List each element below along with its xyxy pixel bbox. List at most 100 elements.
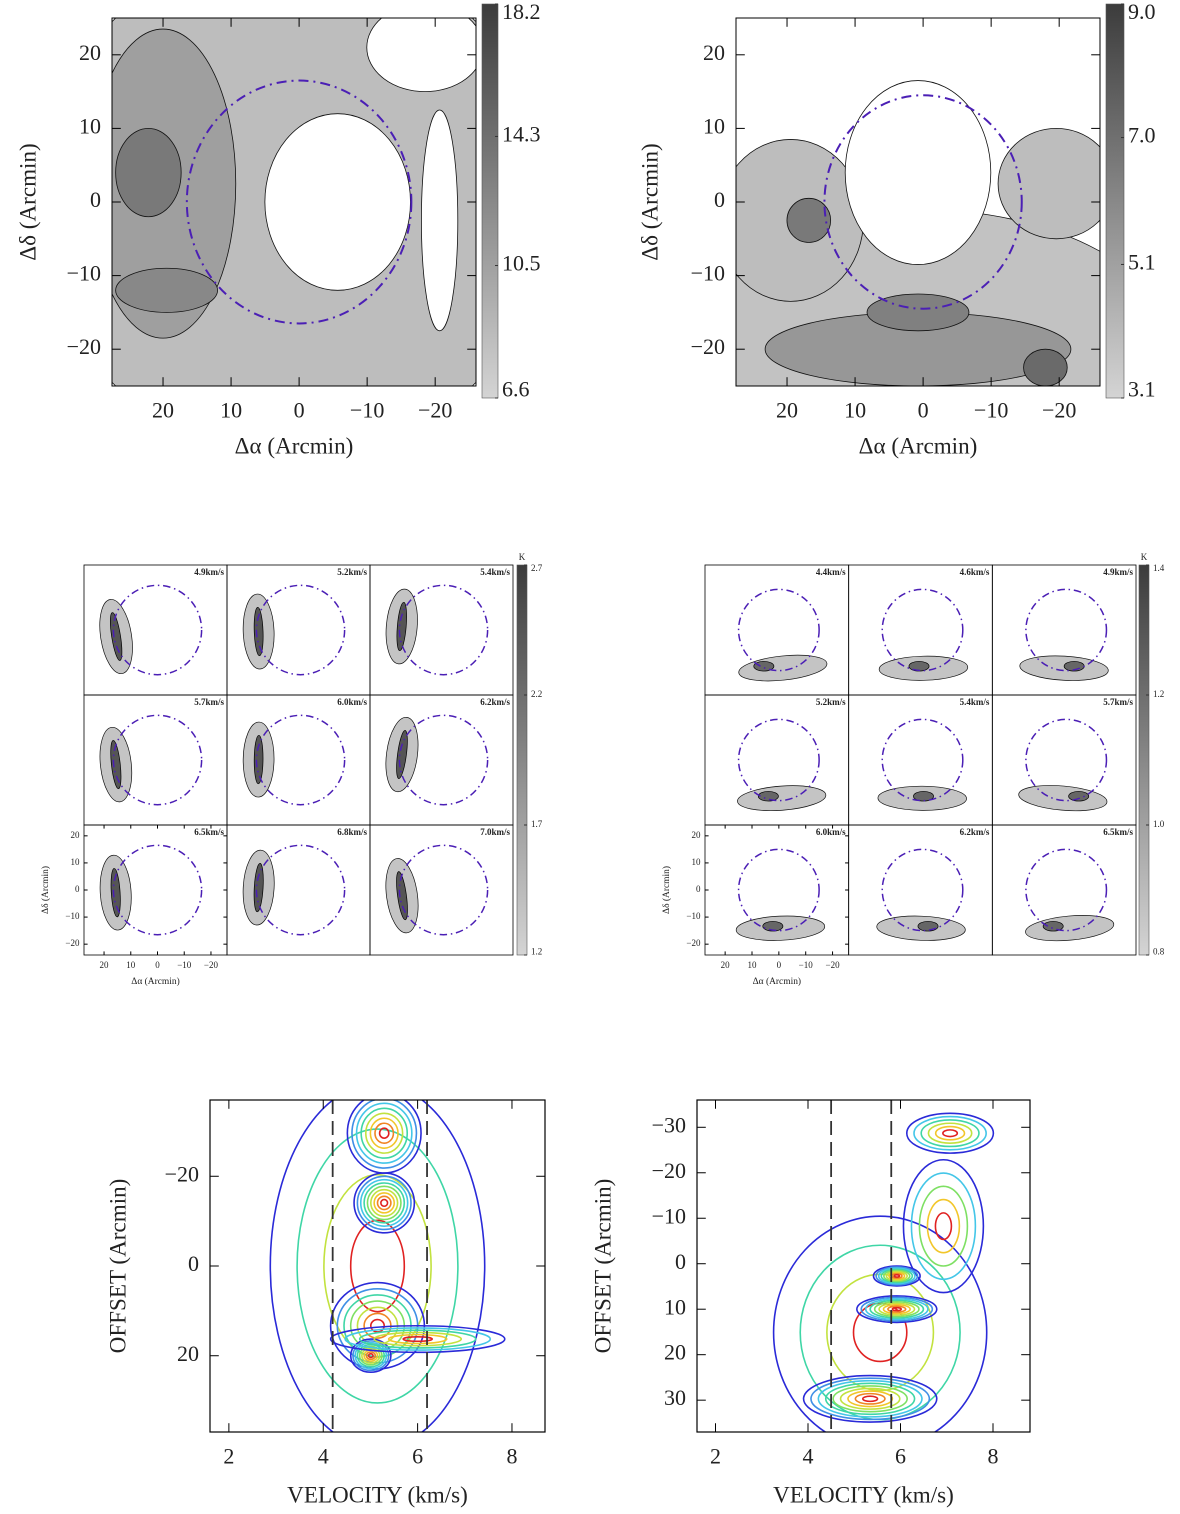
y-tick-label: −10 — [67, 261, 101, 286]
emission — [913, 791, 934, 802]
x-tick-label: −20 — [204, 960, 219, 970]
contour — [364, 1112, 404, 1154]
contour — [351, 1100, 418, 1169]
contour — [772, 1215, 988, 1432]
circle — [185, 79, 413, 325]
contour-region — [997, 128, 1100, 240]
colorbar-tick-label: 6.6 — [502, 376, 530, 401]
contour — [358, 1345, 383, 1366]
y-tick-label: 30 — [664, 1385, 686, 1410]
colorbar-tick-label: 1.2 — [1153, 689, 1164, 699]
emission — [917, 921, 939, 932]
velocity-label: 6.2km/s — [480, 697, 510, 707]
contour — [872, 1265, 921, 1287]
contour — [354, 1341, 388, 1370]
contour — [927, 1122, 973, 1144]
circle — [398, 714, 489, 806]
velocity-label: 6.2km/s — [960, 827, 990, 837]
colorbar-label: K — [519, 552, 526, 562]
contour — [349, 1219, 406, 1313]
contour — [369, 1117, 399, 1149]
circle — [1025, 588, 1108, 672]
y-axis-label: OFFSET (Arcmin) — [589, 1179, 615, 1354]
colorbar-tick-label: 1.2 — [531, 946, 542, 956]
x-tick-label: −10 — [350, 397, 384, 422]
circle — [737, 588, 820, 672]
velocity-label: 4.6km/s — [960, 567, 990, 577]
contour — [905, 1112, 995, 1154]
y-tick-label: 20 — [664, 1340, 686, 1365]
x-tick-label: 0 — [777, 960, 782, 970]
velocity-label: 5.7km/s — [194, 697, 224, 707]
circle — [823, 94, 1023, 310]
contour — [802, 1374, 938, 1423]
velocity-label: 5.4km/s — [960, 697, 990, 707]
velocity-label: 6.5km/s — [194, 827, 224, 837]
y-tick-label: −20 — [67, 334, 101, 359]
y-tick-label: 20 — [177, 1341, 199, 1366]
circle — [1025, 718, 1108, 802]
contour-region — [420, 109, 459, 332]
contour — [942, 1129, 959, 1138]
contour — [378, 1127, 390, 1139]
y-tick-label: −10 — [686, 911, 701, 921]
contour-region — [844, 80, 992, 265]
velocity-label: 6.0km/s — [816, 827, 846, 837]
contour — [365, 1351, 377, 1361]
emission — [757, 791, 779, 802]
colorbar-tick-label: 14.3 — [502, 122, 541, 147]
colorbar — [481, 3, 499, 399]
contour — [817, 1379, 923, 1418]
velocity-label: 6.5km/s — [1103, 827, 1133, 837]
x-tick-label: 20 — [721, 960, 731, 970]
contour-region — [264, 113, 411, 291]
contour — [852, 1302, 908, 1363]
contour — [888, 1271, 906, 1281]
contour — [329, 1324, 506, 1354]
contour — [885, 1270, 908, 1282]
y-tick-label: −10 — [652, 1203, 686, 1228]
contour-region — [115, 127, 182, 218]
contour — [344, 1327, 492, 1351]
x-tick-label: 20 — [100, 960, 110, 970]
contour — [352, 1340, 390, 1372]
frame — [209, 1099, 546, 1433]
contour — [376, 1195, 392, 1211]
colorbar-tick-label: 2.7 — [531, 563, 543, 573]
y-tick-label: 10 — [664, 1294, 686, 1319]
contour — [887, 1305, 907, 1313]
emission — [110, 868, 121, 918]
emission — [1068, 791, 1090, 802]
contour — [374, 1122, 395, 1144]
colorbar — [516, 564, 528, 956]
colorbar — [1138, 564, 1150, 956]
emission — [738, 654, 828, 682]
y-tick-label: 10 — [692, 857, 702, 867]
colorbar-tick-label: 1.7 — [531, 819, 543, 829]
y-tick-label: 0 — [75, 884, 80, 894]
y-tick-label: 20 — [692, 830, 702, 840]
velocity-label: 5.2km/s — [816, 697, 846, 707]
contour — [373, 1192, 396, 1214]
circle — [737, 718, 820, 802]
velocity-label: 5.7km/s — [1103, 697, 1133, 707]
panel-frame — [991, 824, 1137, 956]
colorbar-tick-label: 1.0 — [1153, 819, 1165, 829]
plot-area — [269, 1100, 506, 1432]
circle — [881, 588, 964, 672]
velocity-label: 6.0km/s — [337, 697, 367, 707]
contour — [891, 1306, 903, 1312]
contour — [353, 1172, 416, 1234]
contour-region — [115, 267, 218, 313]
y-tick-label: 20 — [71, 830, 81, 840]
y-tick-label: 0 — [714, 187, 725, 212]
circle — [112, 844, 203, 936]
y-axis-label: Δδ (Arcmin) — [14, 143, 40, 260]
colorbar-tick-label: 10.5 — [502, 251, 541, 276]
contour — [349, 1338, 392, 1374]
y-tick-label: −30 — [652, 1112, 686, 1137]
contour — [359, 1178, 409, 1227]
emission — [908, 661, 930, 672]
y-tick-label: −20 — [686, 938, 701, 948]
